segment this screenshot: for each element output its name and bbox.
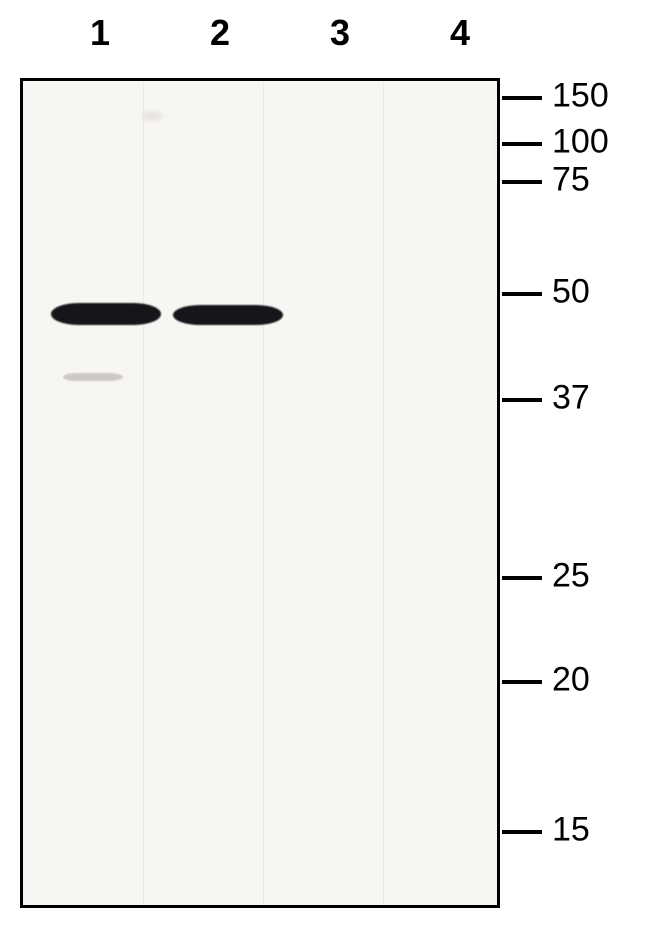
marker-tick-150 bbox=[502, 96, 542, 100]
band-lane1-45kda bbox=[51, 303, 161, 325]
marker-tick-25 bbox=[502, 576, 542, 580]
lane-label-4: 4 bbox=[450, 12, 470, 54]
band-lane1-faint-38kda bbox=[63, 373, 123, 381]
lane-divider bbox=[143, 81, 144, 905]
band-lane2-45kda bbox=[173, 305, 283, 325]
marker-tick-20 bbox=[502, 680, 542, 684]
lane-label-2: 2 bbox=[210, 12, 230, 54]
artifact bbox=[493, 111, 500, 171]
blot-membrane bbox=[20, 78, 500, 908]
marker-tick-75 bbox=[502, 180, 542, 184]
lane-divider bbox=[263, 81, 264, 905]
marker-label-100: 100 bbox=[552, 123, 609, 162]
marker-label-37: 37 bbox=[552, 379, 590, 418]
marker-tick-100 bbox=[502, 142, 542, 146]
marker-label-50: 50 bbox=[552, 273, 590, 312]
lane-label-3: 3 bbox=[330, 12, 350, 54]
marker-tick-15 bbox=[502, 830, 542, 834]
lane-divider bbox=[383, 81, 384, 905]
marker-label-15: 15 bbox=[552, 811, 590, 850]
artifact bbox=[141, 111, 163, 121]
marker-label-25: 25 bbox=[552, 557, 590, 596]
marker-tick-50 bbox=[502, 292, 542, 296]
marker-label-20: 20 bbox=[552, 661, 590, 700]
lane-label-1: 1 bbox=[90, 12, 110, 54]
marker-label-75: 75 bbox=[552, 161, 590, 200]
marker-tick-37 bbox=[502, 398, 542, 402]
marker-label-150: 150 bbox=[552, 77, 609, 116]
western-blot-figure: 1 2 3 4 150 100 75 50 37 25 20 15 bbox=[0, 0, 650, 927]
